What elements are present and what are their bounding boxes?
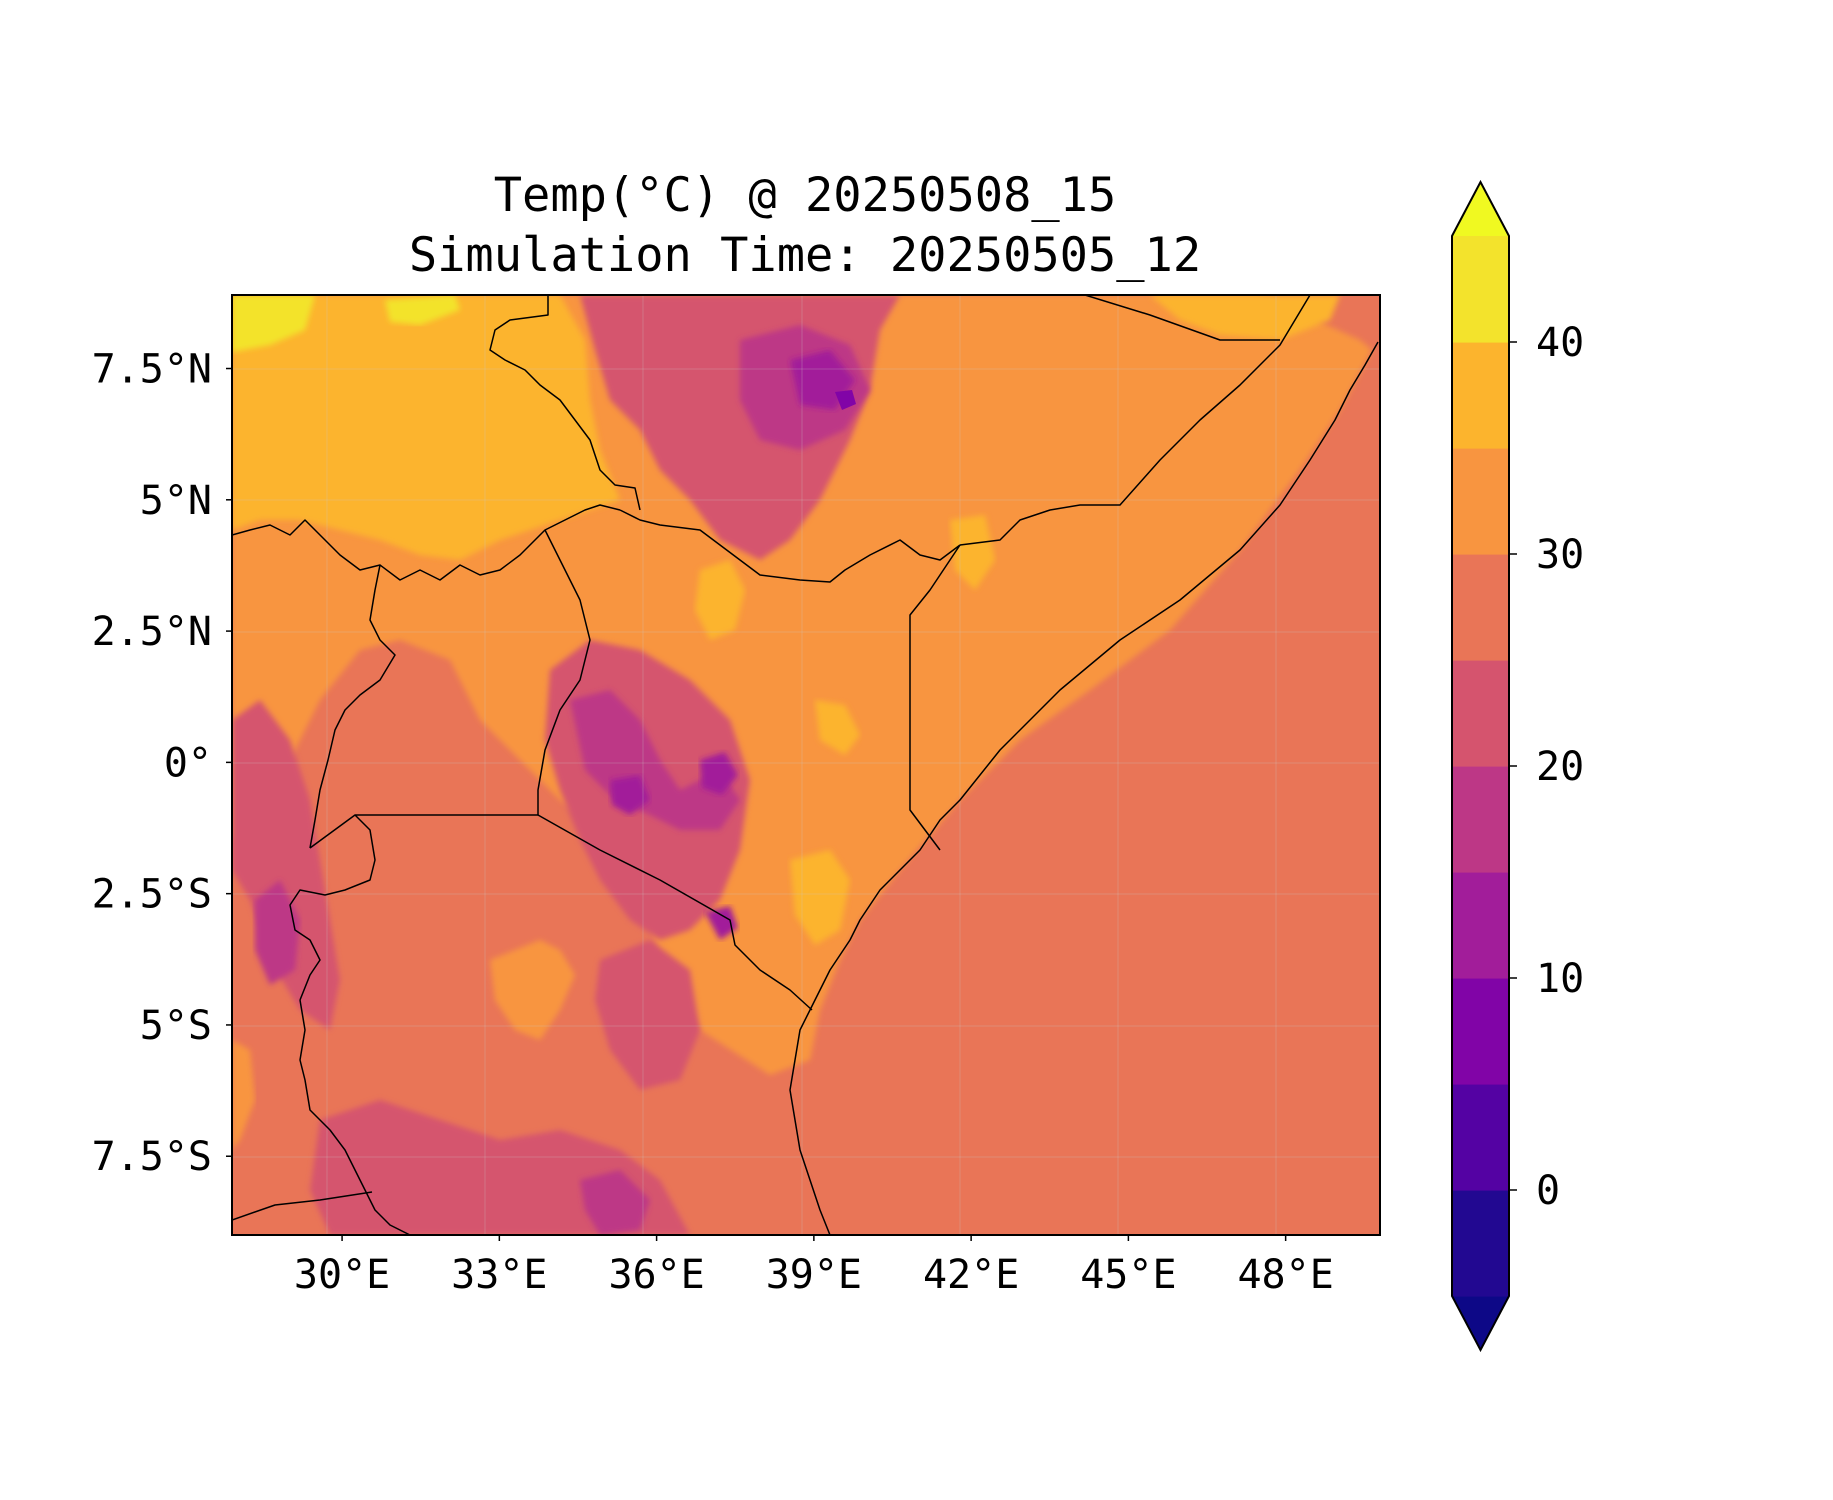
- border-south-sudan-kenya: [232, 504, 621, 581]
- field-15-20-rwenzori: [255, 880, 300, 985]
- lat-tick-label: 5°S: [140, 1003, 212, 1049]
- border-ethiopia-kenya: [619, 509, 961, 583]
- lon-tick-label: 36°E: [608, 1252, 704, 1298]
- colorbar-level: [1452, 236, 1509, 343]
- border-drc-tanzania-lake: [299, 999, 411, 1235]
- field-30-35-south-patch: [490, 940, 575, 1040]
- colorbar-level: [1452, 660, 1509, 767]
- field-5-10-ethiopia: [835, 390, 856, 410]
- border-uganda-drc: [309, 564, 396, 849]
- colorbar-tick-label: 0: [1536, 1168, 1560, 1214]
- border-kenya-somalia: [909, 544, 961, 851]
- colorbar-level: [1452, 978, 1509, 1085]
- field-35-40-kenya-b: [815, 700, 860, 755]
- border-uganda-kenya: [537, 529, 591, 815]
- lon-tick-label: 48°E: [1237, 1252, 1333, 1298]
- border-ethiopia-somaliland: [1084, 295, 1280, 341]
- field-40-45-northwest: [232, 295, 315, 352]
- lon-tick-label: 39°E: [766, 1252, 862, 1298]
- colorbar-level: [1452, 766, 1509, 873]
- graticule: [232, 295, 1380, 1235]
- field-35-40-kenya-a: [695, 560, 745, 640]
- lat-tick-label: 2.5°N: [92, 609, 212, 655]
- title-line-1: Temp(°C) @ 20250508_15: [493, 168, 1117, 223]
- lon-tick-label: 30°E: [294, 1252, 390, 1298]
- coastline: [789, 341, 1379, 1235]
- field-35-40-northwest: [232, 295, 620, 560]
- border-rwanda-burundi: [289, 814, 376, 1001]
- border-ethiopia-somalia: [959, 295, 1311, 546]
- colorbar-level: [1452, 342, 1509, 449]
- field-35-40-somali: [950, 515, 995, 590]
- colorbar: 0 10 20 30 40: [1451, 179, 1584, 1353]
- field-20-25-tanzania-central: [595, 940, 700, 1090]
- colorbar-tick-label: 40: [1536, 320, 1584, 366]
- lon-tick-label: 42°E: [923, 1252, 1019, 1298]
- colorbar-level: [1452, 448, 1509, 555]
- colorbar-extend-min: [1452, 1296, 1509, 1350]
- lat-tick-label: 7.5°N: [92, 347, 212, 393]
- lat-tick-label: 0°: [164, 740, 212, 786]
- country-borders: [232, 295, 1379, 1235]
- latitude-axis: 7.5°N 5°N 2.5°N 0° 2.5°S 5°S 7.5°S: [92, 347, 232, 1180]
- field-10-15-kilimanjaro: [705, 906, 738, 940]
- colorbar-outline: [1451, 179, 1510, 1353]
- border-zambia-tanzania: [232, 1191, 373, 1221]
- map-frame: [231, 294, 1381, 1236]
- field-40-45-north: [385, 295, 460, 325]
- lon-tick-label: 45°E: [1080, 1252, 1176, 1298]
- colorbar-level: [1452, 872, 1509, 979]
- colorbar-tick-label: 10: [1536, 956, 1584, 1002]
- lat-tick-label: 7.5°S: [92, 1134, 212, 1180]
- field-30-35-west-edge: [232, 1040, 255, 1150]
- lon-tick-label: 33°E: [451, 1252, 547, 1298]
- title-line-2: Simulation Time: 20250505_12: [408, 228, 1202, 283]
- colorbar-tick-label: 20: [1536, 744, 1584, 790]
- border-uganda-tanzania: [309, 814, 538, 849]
- lat-tick-label: 2.5°S: [92, 872, 212, 918]
- field-10-15-mount-kenya: [700, 752, 738, 795]
- colorbar-level: [1452, 554, 1509, 661]
- colorbar-level: [1452, 1190, 1509, 1297]
- field-15-20-southern: [580, 1170, 650, 1235]
- field-35-40-northeast: [1150, 295, 1340, 340]
- colorbar-tick-label: 30: [1536, 532, 1584, 578]
- lat-tick-label: 5°N: [140, 478, 212, 524]
- field-35-40-coast: [790, 850, 850, 945]
- border-sudan-ethiopia: [489, 295, 641, 511]
- longitude-axis: 30°E 33°E 36°E 39°E 42°E 45°E 48°E: [294, 1235, 1334, 1298]
- border-kenya-tanzania: [537, 814, 813, 1011]
- colorbar-extend-max: [1452, 182, 1509, 236]
- colorbar-level: [1452, 1084, 1509, 1191]
- temperature-map: [232, 295, 1380, 1235]
- field-10-15-aberdares: [610, 775, 650, 815]
